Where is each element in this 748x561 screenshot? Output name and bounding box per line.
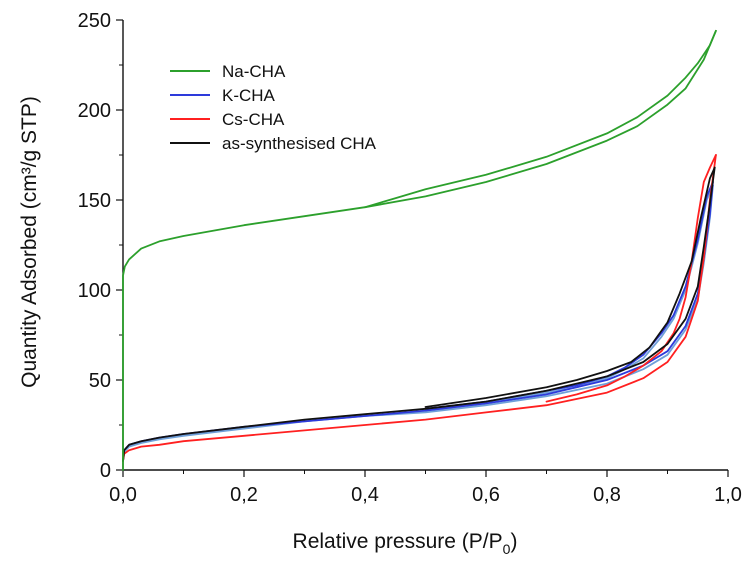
x-axis-title-subscript: 0	[503, 541, 511, 557]
series-unlabeled-desorption	[424, 184, 714, 412]
x-tick-label: 1,0	[714, 484, 742, 506]
series-as-synthesised-cha-desorption	[424, 166, 716, 408]
x-axis-title-main: Relative pressure (P/P	[293, 530, 503, 553]
x-tick-label: 0,8	[593, 484, 621, 506]
y-tick-label: 250	[78, 10, 111, 32]
y-tick-label: 100	[78, 280, 111, 302]
x-tick-label: 0,6	[472, 484, 500, 506]
x-tick-label: 0,2	[230, 484, 258, 506]
legend-label-k-cha: K-CHA	[222, 86, 276, 105]
y-axis-title: Quantity Adsorbed (cm³/g STP)	[18, 96, 41, 388]
y-tick-label: 0	[100, 460, 111, 482]
series-na-cha-adsorption	[122, 29, 717, 471]
series-k-cha-desorption	[424, 181, 714, 410]
y-tick-label: 200	[78, 100, 111, 122]
x-axis-title: Relative pressure (P/P0)	[293, 530, 518, 557]
y-tick-label: 50	[89, 370, 111, 392]
series-cs-cha-adsorption	[122, 154, 717, 462]
series-k-cha-adsorption	[122, 181, 714, 462]
x-tick-label: 0,4	[351, 484, 379, 506]
series-group	[122, 29, 717, 471]
series-as-synthesised-cha-adsorption	[122, 166, 716, 462]
axes: 0,0 0,2 0,4 0,6 0,8 1,0 0 50 100 150 200 250	[78, 10, 742, 506]
legend-label-cs-cha: Cs-CHA	[222, 110, 285, 129]
legend: Na-CHA K-CHA Cs-CHA as-synthesised CHA	[170, 62, 377, 153]
x-tick-label: 0,0	[109, 484, 137, 506]
series-cs-cha-desorption	[545, 154, 717, 403]
y-tick-label: 150	[78, 190, 111, 212]
legend-label-as-synthesised-cha: as-synthesised CHA	[222, 134, 377, 153]
legend-label-na-cha: Na-CHA	[222, 62, 286, 81]
series-na-cha-desorption	[364, 29, 717, 209]
x-axis-title-suffix: )	[510, 530, 517, 553]
